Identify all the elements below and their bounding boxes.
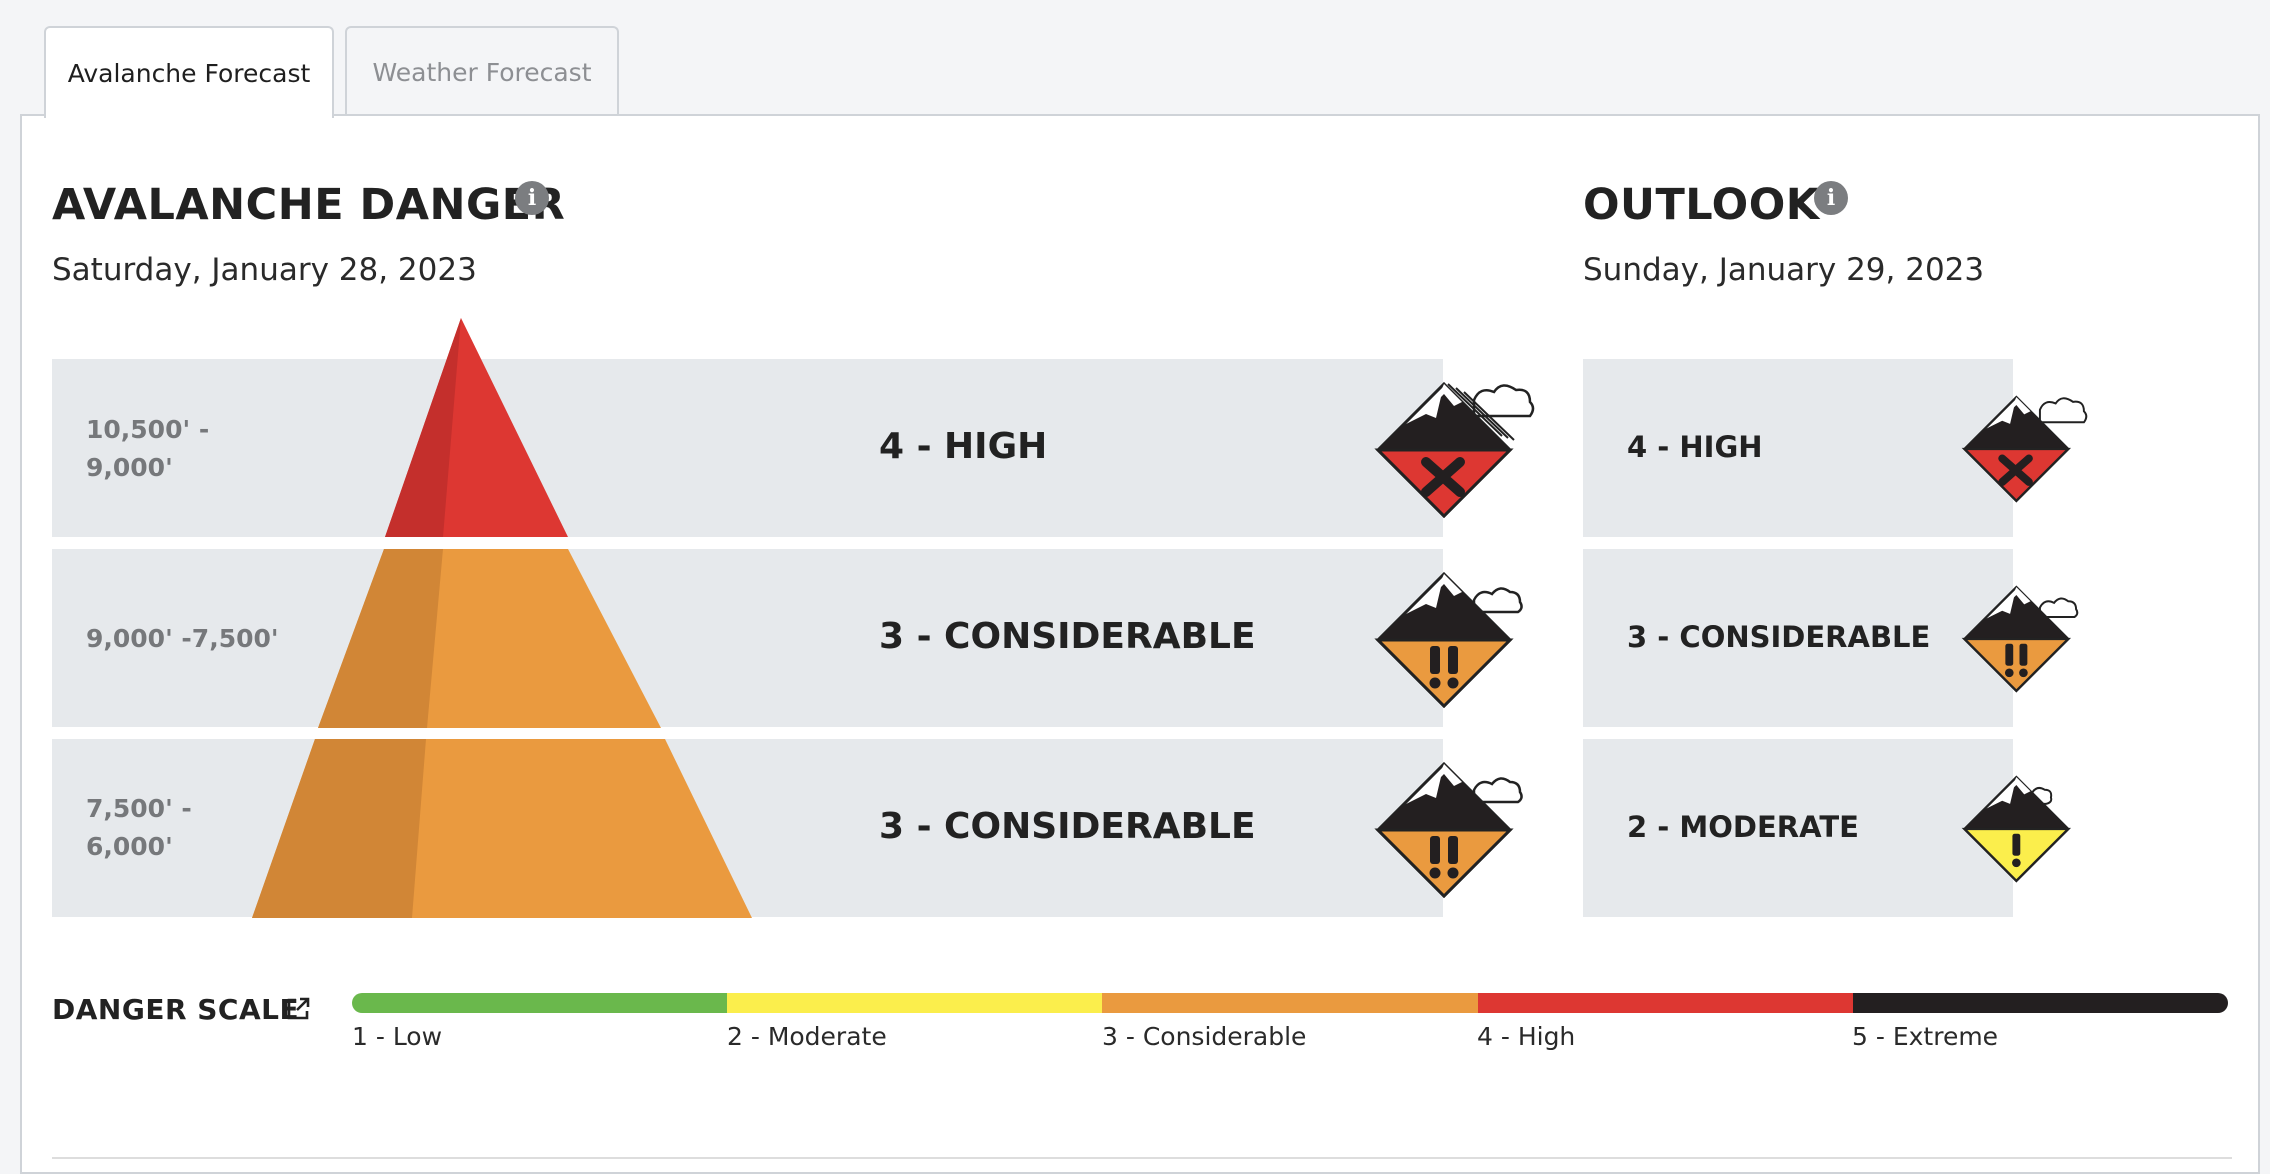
danger-band-upper <box>52 359 1443 537</box>
elevation-label-lower: 7,500' - 6,000' <box>86 790 192 866</box>
outlook-band-lower <box>1583 739 2013 917</box>
outlook-date: Sunday, January 29, 2023 <box>1583 252 1985 288</box>
danger-high-icon <box>1374 381 1535 519</box>
danger-scale-label: DANGER SCALE <box>52 993 300 1026</box>
elevation-line: 10,500' - <box>86 415 210 444</box>
danger-rating-upper: 4 - HIGH <box>879 426 1048 467</box>
scale-segment-low <box>352 993 728 1013</box>
scale-segment-extreme <box>1852 993 2228 1013</box>
info-icon[interactable]: i <box>515 181 549 215</box>
scale-label-moderate: 2 - Moderate <box>727 1022 887 1051</box>
outlook-rating-lower: 2 - MODERATE <box>1627 810 1859 844</box>
danger-considerable-icon <box>1374 571 1523 709</box>
danger-date: Saturday, January 28, 2023 <box>52 252 477 288</box>
danger-rating-middle: 3 - CONSIDERABLE <box>879 616 1256 657</box>
elevation-line: 9,000' <box>86 453 173 482</box>
danger-moderate-icon <box>1961 775 2072 883</box>
tab-weather-forecast[interactable]: Weather Forecast <box>345 26 619 116</box>
danger-high-icon <box>1961 395 2088 503</box>
danger-rating-lower: 3 - CONSIDERABLE <box>879 806 1256 847</box>
scale-segment-considerable <box>1102 993 1478 1013</box>
elevation-label-middle: 9,000' -7,500' <box>86 624 279 653</box>
danger-title: AVALANCHE DANGER <box>52 180 566 230</box>
info-icon[interactable]: i <box>1814 181 1848 215</box>
outlook-band-middle <box>1583 549 2013 727</box>
scale-segment-high <box>1477 993 1853 1013</box>
scale-label-high: 4 - High <box>1477 1022 1576 1051</box>
danger-considerable-icon <box>1374 761 1523 899</box>
outlook-rating-middle: 3 - CONSIDERABLE <box>1627 620 1931 654</box>
scale-label-considerable: 3 - Considerable <box>1102 1022 1307 1051</box>
outlook-rating-upper: 4 - HIGH <box>1627 430 1763 464</box>
elevation-label-upper: 10,500' - 9,000' <box>86 411 209 487</box>
danger-scale-bar <box>352 993 2228 1013</box>
danger-band-middle <box>52 549 1443 727</box>
outlook-title: OUTLOOK <box>1583 180 1820 230</box>
external-link-icon[interactable] <box>286 997 310 1021</box>
section-divider <box>52 1157 2232 1159</box>
elevation-line: 7,500' - <box>86 794 192 823</box>
outlook-band-upper <box>1583 359 2013 537</box>
scale-label-extreme: 5 - Extreme <box>1852 1022 1999 1051</box>
elevation-line: 6,000' <box>86 832 173 861</box>
scale-segment-moderate <box>727 993 1103 1013</box>
tab-avalanche-forecast[interactable]: Avalanche Forecast <box>44 26 334 118</box>
scale-label-low: 1 - Low <box>352 1022 443 1051</box>
danger-considerable-icon <box>1961 585 2079 693</box>
